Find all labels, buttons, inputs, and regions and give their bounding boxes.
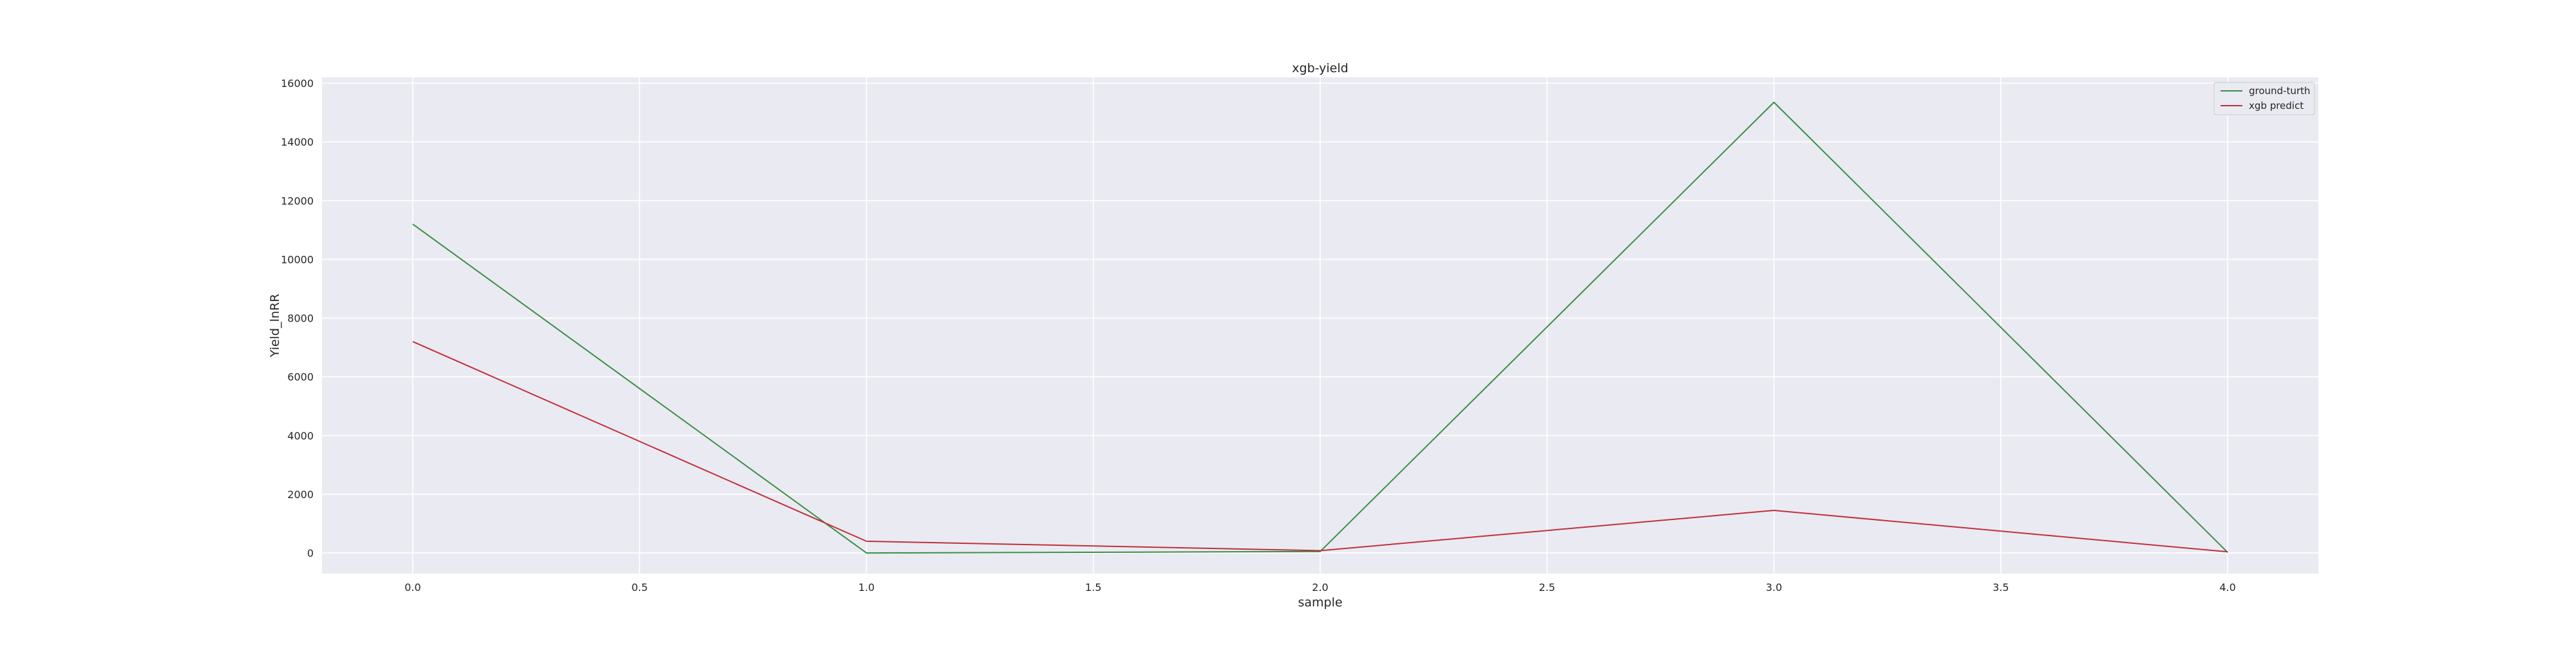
y-tick-label: 12000 <box>281 195 314 207</box>
y-tick-label: 4000 <box>287 430 314 442</box>
y-tick-label: 6000 <box>287 371 314 383</box>
x-tick-label: 2.0 <box>1312 581 1328 594</box>
y-tick-label: 10000 <box>281 253 314 266</box>
x-tick-label: 0.0 <box>404 581 421 594</box>
grid <box>322 77 2318 574</box>
y-tick-label: 2000 <box>287 488 314 501</box>
x-tick-label: 4.0 <box>2219 581 2235 594</box>
series-line-2 <box>412 341 2228 553</box>
y-tick-labels: 0 2000 4000 6000 8000 10000 12000 14000 16000 <box>281 77 314 559</box>
x-tick-label: 3.0 <box>1766 581 1782 594</box>
y-tick-label: 0 <box>307 547 314 559</box>
x-tick-label: 1.0 <box>858 581 875 594</box>
y-tick-label: 14000 <box>281 136 314 148</box>
series-lines <box>412 101 2228 554</box>
x-tick-label: 0.5 <box>631 581 647 594</box>
y-axis-label: Yield_lnRR <box>268 294 282 358</box>
y-tick-label: 16000 <box>281 77 314 90</box>
x-tick-label: 1.5 <box>1085 581 1101 594</box>
legend: ground-turth xgb predict <box>2213 82 2315 115</box>
y-tick-label: 8000 <box>287 313 314 325</box>
series-line-1 <box>412 101 2228 554</box>
x-tick-label: 2.5 <box>1539 581 1555 594</box>
legend-label-2: xgb predict <box>2249 100 2304 111</box>
legend-label-1: ground-turth <box>2249 85 2310 97</box>
chart-title: xgb-yield <box>1292 61 1348 75</box>
x-axis-label: sample <box>1298 595 1342 610</box>
x-tick-label: 3.5 <box>1993 581 2009 594</box>
x-tick-labels: 0.0 0.5 1.0 1.5 2.0 2.5 3.0 3.5 4.0 <box>404 581 2236 594</box>
